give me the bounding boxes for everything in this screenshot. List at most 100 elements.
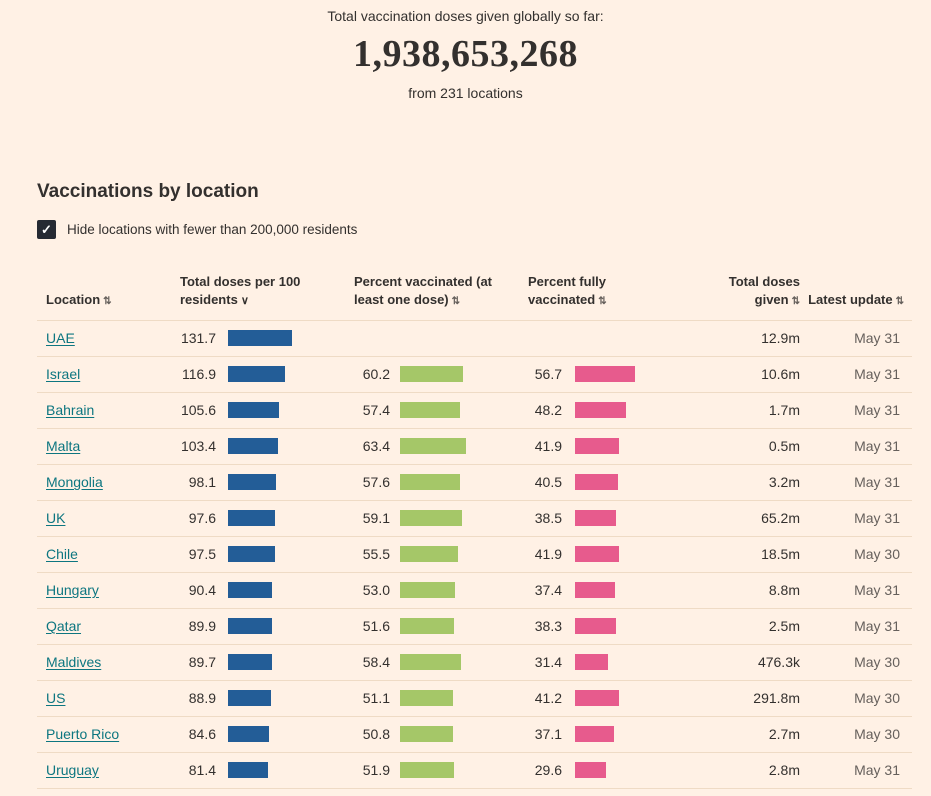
doses-per-100-value: 98.1	[188, 474, 216, 491]
location-link[interactable]: Israel	[46, 366, 81, 383]
doses-per-100-bar	[228, 402, 280, 419]
total-doses-value: 10.6m	[761, 366, 800, 383]
location-cell: Malta	[37, 438, 180, 454]
location-link[interactable]: US	[46, 690, 66, 707]
sort-updown-icon: ⇅	[895, 296, 904, 308]
doses-per-100-bar	[228, 582, 272, 599]
doses-per-100-value: 90.4	[188, 582, 216, 599]
locations-count-label: from 231 locations	[408, 85, 523, 101]
column-header-doses-per-100[interactable]: Total doses per 100 residents ∨	[180, 273, 354, 310]
population-filter-checkbox[interactable]: ✓ Hide locations with fewer than 200,000…	[37, 220, 357, 239]
doses-per-100-bar-cell	[216, 510, 354, 527]
table-row: Puerto Rico 84.6 50.8 37.1 2.7m May 30	[37, 717, 912, 753]
percent-fully-bar-cell	[562, 690, 700, 707]
percent-fully-bar	[575, 762, 607, 779]
location-link[interactable]: Uruguay	[46, 762, 99, 779]
percent-fully-bar	[575, 546, 620, 563]
percent-fully-bar-cell	[562, 654, 700, 671]
percent-vaccinated-bar-cell	[390, 366, 528, 383]
percent-fully-bar	[575, 726, 615, 743]
doses-per-100-bar-cell	[216, 618, 354, 635]
percent-fully-bar-cell	[562, 366, 700, 383]
total-doses-value: 291.8m	[753, 690, 800, 707]
table-header: Location ⇅ Total doses per 100 residents ∨…	[37, 273, 912, 321]
latest-update-value: May 31	[854, 762, 900, 779]
doses-per-100-bar-cell	[216, 402, 354, 419]
percent-fully-bar-cell	[562, 582, 700, 599]
location-cell: Puerto Rico	[37, 726, 180, 742]
latest-update-value: May 31	[854, 618, 900, 635]
percent-fully-value: 40.5	[534, 474, 562, 491]
latest-update-value: May 30	[854, 654, 900, 671]
doses-per-100-bar	[228, 618, 272, 635]
global-total-label: Total vaccination doses given globally s…	[327, 8, 604, 24]
location-link[interactable]: Chile	[46, 546, 78, 563]
doses-per-100-value: 105.6	[180, 402, 216, 419]
percent-fully-bar	[575, 438, 620, 455]
location-link[interactable]: Qatar	[46, 618, 82, 635]
sort-updown-icon: ⇅	[103, 296, 112, 308]
latest-update-value: May 31	[854, 510, 900, 527]
latest-update-value: May 31	[854, 366, 900, 383]
location-link[interactable]: Hungary	[46, 582, 99, 599]
total-doses-value: 18.5m	[761, 546, 800, 563]
location-cell: Israel	[37, 366, 180, 382]
percent-vaccinated-bar-cell	[390, 438, 528, 455]
location-cell: UAE	[37, 330, 180, 346]
location-link[interactable]: UK	[46, 510, 66, 527]
doses-per-100-bar	[228, 762, 268, 779]
percent-vaccinated-bar-cell	[390, 726, 528, 743]
location-cell: Uruguay	[37, 762, 180, 778]
percent-vaccinated-bar	[400, 402, 460, 419]
location-cell: Mongolia	[37, 474, 180, 490]
column-header-latest-update[interactable]: Latest update ⇅	[805, 291, 912, 309]
doses-per-100-bar	[228, 474, 276, 491]
column-header-percent-vaccinated[interactable]: Percent vaccinated (at least one dose) ⇅	[354, 273, 528, 309]
location-cell: Qatar	[37, 618, 180, 634]
location-cell: Maldives	[37, 654, 180, 670]
total-doses-value: 3.2m	[768, 474, 800, 491]
doses-per-100-bar-cell	[216, 582, 354, 599]
percent-vaccinated-bar	[400, 726, 454, 743]
percent-fully-bar	[575, 474, 618, 491]
percent-fully-bar	[575, 510, 616, 527]
location-link[interactable]: Mongolia	[46, 474, 103, 491]
percent-fully-bar	[575, 366, 636, 383]
table-row: Malta 103.4 63.4 41.9 0.5m May 31	[37, 429, 912, 465]
doses-per-100-value: 89.9	[188, 618, 216, 635]
percent-vaccinated-bar	[400, 618, 454, 635]
column-header-percent-fully[interactable]: Percent fully vaccinated ⇅	[528, 273, 700, 309]
percent-vaccinated-bar	[400, 690, 454, 707]
location-cell: US	[37, 690, 180, 706]
table-row: Mongolia 98.1 57.6 40.5 3.2m May 31	[37, 465, 912, 501]
doses-per-100-value: 131.7	[180, 330, 216, 347]
column-header-total-doses[interactable]: Total doses given ⇅	[700, 273, 805, 309]
table-row: Qatar 89.9 51.6 38.3 2.5m May 31	[37, 609, 912, 645]
table-row: Maldives 89.7 58.4 31.4 476.3k May 30	[37, 645, 912, 681]
percent-vaccinated-value: 60.2	[362, 366, 390, 383]
table-row: UAE 131.7 12.9m May 31	[37, 321, 912, 357]
location-link[interactable]: Maldives	[46, 654, 102, 671]
column-header-location[interactable]: Location ⇅	[37, 291, 180, 309]
doses-per-100-value: 88.9	[188, 690, 216, 707]
checkbox-icon[interactable]: ✓	[37, 220, 56, 239]
doses-per-100-value: 97.5	[188, 546, 216, 563]
check-icon: ✓	[41, 222, 52, 237]
location-link[interactable]: Malta	[46, 438, 81, 455]
total-doses-value: 2.5m	[768, 618, 800, 635]
doses-per-100-bar	[228, 366, 285, 383]
total-doses-value: 1.7m	[768, 402, 800, 419]
table-body: UAE 131.7 12.9m May 31 Israel 116.9 60.2…	[37, 321, 912, 789]
location-link[interactable]: UAE	[46, 330, 75, 347]
percent-fully-value: 41.9	[534, 438, 562, 455]
column-label: Percent vaccinated (at least one dose)	[354, 274, 493, 308]
location-link[interactable]: Bahrain	[46, 402, 95, 419]
location-link[interactable]: Puerto Rico	[46, 726, 120, 743]
percent-fully-bar	[575, 402, 627, 419]
percent-vaccinated-bar-cell	[390, 510, 528, 527]
latest-update-value: May 31	[854, 582, 900, 599]
doses-per-100-value: 89.7	[188, 654, 216, 671]
percent-fully-value: 38.3	[534, 618, 562, 635]
percent-vaccinated-value: 51.1	[362, 690, 390, 707]
column-label: Location	[46, 292, 101, 308]
